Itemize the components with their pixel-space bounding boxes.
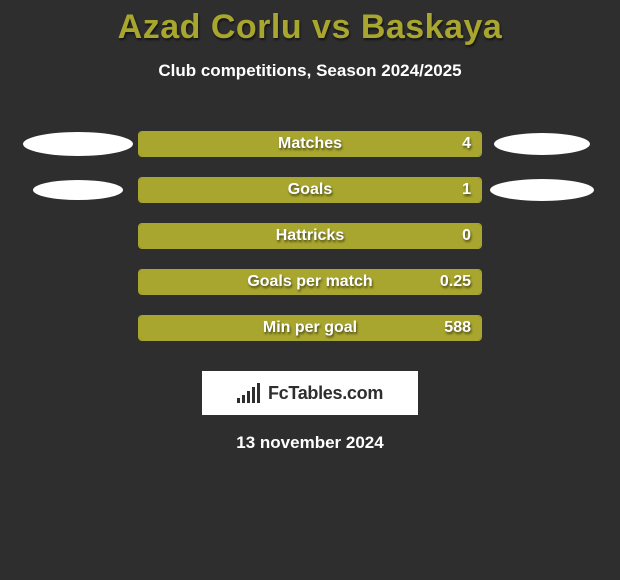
bars-icon: [237, 383, 262, 403]
stat-row: Hattricks0: [0, 213, 620, 259]
fctables-logo[interactable]: FcTables.com: [202, 371, 418, 415]
stat-bar: Matches4: [138, 131, 482, 157]
stat-row: Goals1: [0, 167, 620, 213]
left-ellipse: [33, 180, 123, 200]
right-side: [482, 133, 602, 155]
stat-bar: Goals per match0.25: [138, 269, 482, 295]
stat-rows: Matches4Goals1Hattricks0Goals per match0…: [0, 121, 620, 351]
stat-value: 0: [462, 227, 471, 245]
stat-label: Hattricks: [139, 227, 481, 245]
stat-row: Goals per match0.25: [0, 259, 620, 305]
snapshot-date: 13 november 2024: [0, 433, 620, 453]
stat-value: 4: [462, 135, 471, 153]
stat-value: 0.25: [440, 273, 471, 291]
stat-value: 1: [462, 181, 471, 199]
logo-text: FcTables.com: [268, 383, 383, 404]
stat-bar: Min per goal588: [138, 315, 482, 341]
stat-bar: Goals1: [138, 177, 482, 203]
left-side: [18, 180, 138, 200]
stat-label: Goals per match: [139, 273, 481, 291]
stat-row: Min per goal588: [0, 305, 620, 351]
right-ellipse: [494, 133, 590, 155]
stat-label: Min per goal: [139, 319, 481, 337]
subtitle: Club competitions, Season 2024/2025: [0, 61, 620, 81]
stat-label: Matches: [139, 135, 481, 153]
page-title: Azad Corlu vs Baskaya: [0, 0, 620, 47]
stat-row: Matches4: [0, 121, 620, 167]
stat-label: Goals: [139, 181, 481, 199]
right-ellipse: [490, 179, 594, 201]
left-ellipse: [23, 132, 133, 156]
left-side: [18, 132, 138, 156]
stat-bar: Hattricks0: [138, 223, 482, 249]
right-side: [482, 179, 602, 201]
stat-value: 588: [444, 319, 471, 337]
